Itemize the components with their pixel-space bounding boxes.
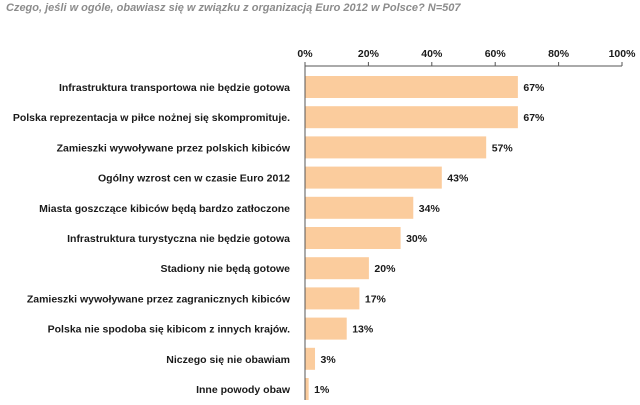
value-label: 30% <box>406 233 428 245</box>
x-tick-label: 100% <box>609 48 637 60</box>
bar <box>305 136 487 159</box>
bar <box>305 106 518 129</box>
chart-title: Czego, jeśli w ogóle, obawiasz się w zwi… <box>6 2 461 14</box>
value-label: 67% <box>523 112 545 124</box>
value-label: 17% <box>365 293 387 305</box>
bar <box>305 287 360 310</box>
category-label: Infrastruktura turystyczna nie będzie go… <box>67 233 290 245</box>
category-label: Miasta goszczące kibiców będą bardzo zat… <box>39 203 290 215</box>
x-tick-label: 80% <box>548 48 570 60</box>
x-axis: 0% 20% 40% 60% 80% 100% <box>297 48 636 400</box>
value-label: 3% <box>321 354 337 366</box>
category-label: Niczego się nie obawiam <box>166 354 290 366</box>
value-label: 57% <box>492 142 514 154</box>
bar <box>305 76 518 98</box>
bar <box>305 227 401 249</box>
bar <box>305 347 316 370</box>
bar <box>305 196 414 219</box>
category-label: Inne powody obaw <box>196 384 291 396</box>
x-tick-label: 20% <box>358 48 380 60</box>
category-label: Polska nie spodoba się kibicom z innych … <box>48 324 290 336</box>
value-label: 67% <box>523 82 545 94</box>
bars <box>305 76 518 400</box>
value-label: 43% <box>447 173 469 185</box>
value-label: 20% <box>374 263 396 275</box>
x-tick-label: 40% <box>421 48 443 60</box>
bar <box>305 166 442 189</box>
category-label: Zamieszki wywoływane przez zagranicznych… <box>27 293 291 305</box>
category-label: Polska reprezentacja w piłce nożnej się … <box>13 112 290 124</box>
category-label: Zamieszki wywoływane przez polskich kibi… <box>57 142 291 154</box>
x-tick-label: 60% <box>485 48 507 60</box>
category-label: Stadiony nie będą gotowe <box>160 263 290 275</box>
value-label: 1% <box>314 384 330 396</box>
bar <box>305 378 309 400</box>
category-labels: Infrastruktura transportowa nie będzie g… <box>13 82 291 396</box>
x-tick-label: 0% <box>297 48 313 60</box>
category-label: Infrastruktura transportowa nie będzie g… <box>59 82 290 94</box>
value-label: 34% <box>419 203 441 215</box>
value-labels: 67% 67% 57% 43% 34% 30% 20% 17% 13% 3% 1% <box>314 82 545 396</box>
category-label: Ogólny wzrost cen w czasie Euro 2012 <box>98 173 290 185</box>
value-label: 13% <box>352 324 374 336</box>
bar <box>305 257 369 280</box>
bar <box>305 317 347 340</box>
